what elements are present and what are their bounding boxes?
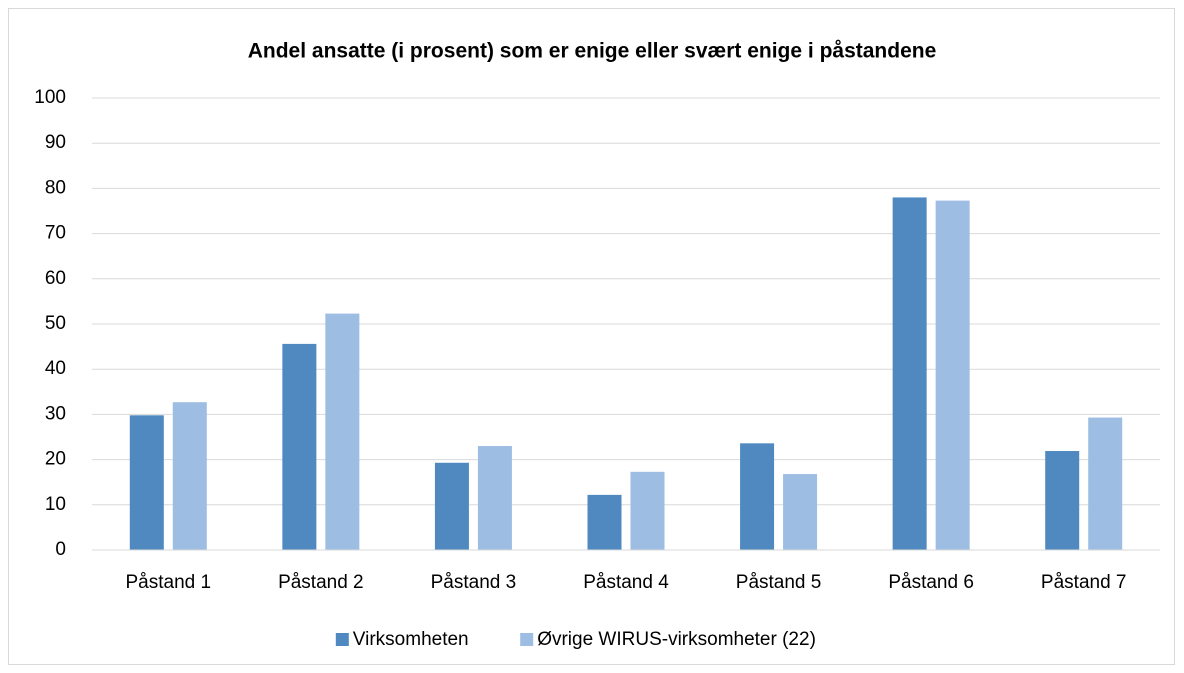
x-tick-label: Påstand 3 xyxy=(431,572,517,593)
y-tick-label: 40 xyxy=(45,358,66,379)
y-tick-label: 70 xyxy=(45,223,66,244)
legend-label: Øvrige WIRUS-virksomheter (22) xyxy=(537,629,816,650)
chart-title: Andel ansatte (i prosent) som er enige e… xyxy=(248,40,937,63)
bar xyxy=(325,313,360,550)
x-tick-label: Påstand 6 xyxy=(888,572,974,593)
x-tick-label: Påstand 2 xyxy=(278,572,364,593)
bar xyxy=(477,446,512,550)
bar xyxy=(1088,417,1123,550)
y-tick-label: 60 xyxy=(45,268,66,289)
x-tick-label: Påstand 4 xyxy=(583,572,669,593)
legend-swatch xyxy=(520,633,534,646)
bar xyxy=(783,474,818,550)
bar xyxy=(630,471,665,550)
y-tick-label: 30 xyxy=(45,403,66,424)
y-tick-label: 80 xyxy=(45,177,66,198)
bar xyxy=(129,415,164,550)
bar xyxy=(172,402,207,550)
bar xyxy=(892,197,927,550)
x-tick-label: Påstand 1 xyxy=(125,572,211,593)
bar xyxy=(434,462,469,550)
bar xyxy=(587,494,622,550)
chart-frame xyxy=(8,8,1175,665)
y-tick-label: 100 xyxy=(34,87,66,108)
x-tick-label: Påstand 5 xyxy=(736,572,822,593)
bar xyxy=(740,443,775,550)
bar xyxy=(1045,451,1080,550)
bar xyxy=(282,343,317,550)
bar xyxy=(935,200,970,550)
y-tick-label: 50 xyxy=(45,313,66,334)
y-tick-label: 20 xyxy=(45,449,66,470)
y-tick-label: 0 xyxy=(55,539,66,560)
x-tick-label: Påstand 7 xyxy=(1041,572,1127,593)
y-tick-label: 90 xyxy=(45,132,66,153)
legend-swatch xyxy=(335,633,349,646)
y-tick-label: 10 xyxy=(45,494,66,515)
legend-label: Virksomheten xyxy=(353,629,469,650)
